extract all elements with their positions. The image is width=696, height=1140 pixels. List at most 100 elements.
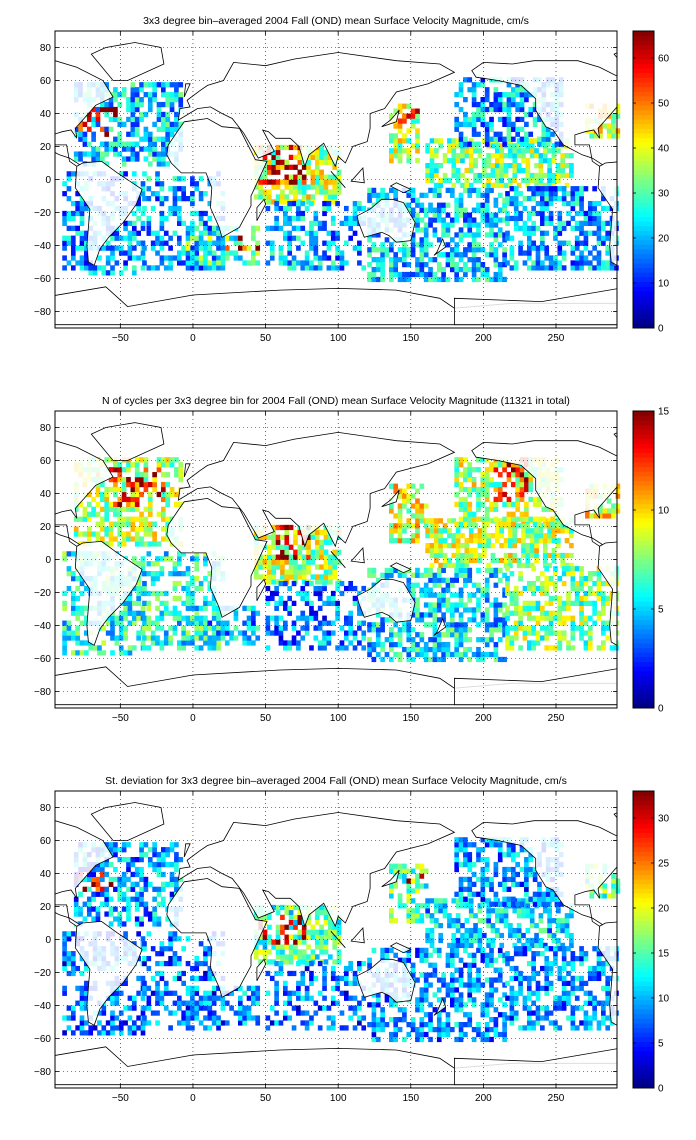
- data-bin: [139, 472, 144, 478]
- data-bin: [233, 625, 239, 631]
- data-bin: [150, 571, 156, 577]
- data-bin: [174, 491, 179, 498]
- data-bin: [454, 632, 460, 638]
- data-bin: [287, 235, 293, 241]
- data-bin: [134, 116, 140, 123]
- data-bin: [91, 146, 96, 152]
- data-bin: [557, 250, 563, 256]
- data-bin: [104, 457, 110, 463]
- data-bin: [447, 557, 452, 564]
- data-bin: [126, 462, 131, 468]
- data-bin: [178, 97, 184, 103]
- data-bin: [397, 488, 403, 494]
- data-bin: [410, 271, 416, 278]
- data-bin: [506, 97, 512, 103]
- data-bin: [82, 121, 88, 127]
- data-bin: [393, 632, 399, 638]
- data-bin: [242, 620, 247, 626]
- coastline: [183, 463, 191, 478]
- data-bin: [75, 230, 80, 236]
- data-bin: [314, 554, 320, 560]
- data-bin: [172, 210, 178, 217]
- data-bin: [258, 174, 263, 180]
- data-bin: [611, 503, 616, 509]
- data-bin: [271, 184, 277, 190]
- data-bin: [121, 906, 127, 912]
- data-bin: [139, 87, 144, 93]
- data-bin: [484, 516, 490, 522]
- data-bin: [538, 528, 544, 534]
- data-bin: [127, 230, 133, 236]
- data-bin: [317, 620, 323, 626]
- data-bin: [343, 205, 349, 212]
- colorbar-tick-label: 30: [658, 189, 670, 200]
- data-bin: [198, 245, 204, 251]
- data-bin: [348, 220, 354, 226]
- data-bin: [251, 620, 256, 626]
- data-bin: [425, 143, 430, 149]
- data-bin: [108, 541, 114, 547]
- data-bin: [505, 605, 510, 611]
- data-bin: [429, 543, 435, 549]
- data-bin: [310, 574, 316, 580]
- data-bin: [207, 235, 213, 241]
- data-bin: [393, 271, 399, 278]
- data-bin: [502, 276, 507, 283]
- data-bin: [176, 210, 182, 217]
- data-bin: [436, 192, 442, 198]
- data-bin: [343, 585, 349, 592]
- data-bin: [113, 536, 118, 542]
- data-bin: [447, 528, 452, 534]
- data-bin: [309, 645, 314, 651]
- data-bin: [540, 605, 545, 611]
- data-bin: [397, 637, 403, 643]
- colorbar-segment: [633, 638, 654, 644]
- data-bin: [464, 538, 470, 544]
- data-bin: [127, 605, 133, 611]
- data-bin: [503, 552, 509, 559]
- data-bin: [451, 138, 457, 144]
- data-bin: [561, 240, 567, 246]
- data-bin: [389, 133, 394, 139]
- data-bin: [117, 916, 123, 922]
- data-bin: [140, 181, 146, 187]
- data-bin: [484, 217, 490, 223]
- data-bin: [419, 483, 425, 489]
- data-bin: [152, 861, 157, 868]
- data-bin: [534, 533, 539, 539]
- data-bin: [136, 635, 141, 641]
- data-bin: [95, 491, 101, 498]
- data-bin: [545, 506, 551, 512]
- data-bin: [451, 153, 457, 159]
- data-bin: [548, 186, 554, 192]
- data-bin: [375, 266, 381, 273]
- data-bin: [143, 462, 149, 468]
- colorbar-segment: [633, 480, 654, 486]
- colorbar-segment: [633, 49, 654, 55]
- data-bin: [134, 156, 140, 162]
- data-bin: [480, 651, 486, 658]
- data-bin: [389, 153, 394, 159]
- data-bin: [126, 536, 131, 542]
- data-bin: [95, 886, 101, 892]
- data-bin: [165, 516, 171, 522]
- data-bin: [168, 571, 173, 577]
- data-bin: [207, 580, 213, 587]
- data-bin: [441, 592, 446, 598]
- data-bin: [287, 205, 293, 212]
- data-bin: [121, 536, 127, 542]
- data-bin: [548, 255, 554, 261]
- data-bin: [216, 235, 221, 241]
- data-bin: [484, 642, 490, 648]
- data-bin: [605, 265, 611, 271]
- data-bin: [194, 630, 200, 636]
- data-bin: [473, 177, 478, 184]
- data-bin: [293, 154, 298, 160]
- data-bin: [406, 577, 412, 583]
- data-bin: [406, 113, 412, 119]
- data-bin: [497, 106, 503, 113]
- y-tick-label: −40: [34, 621, 51, 632]
- data-bin: [296, 645, 301, 651]
- data-bin: [480, 592, 486, 598]
- data-bin: [142, 205, 147, 212]
